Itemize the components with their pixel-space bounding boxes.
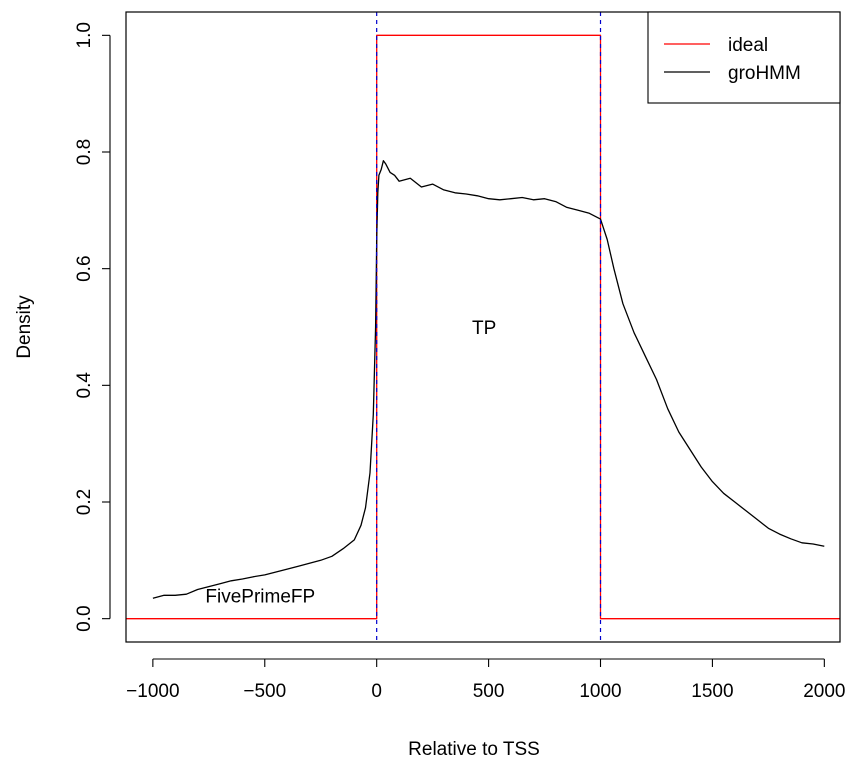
plot-border bbox=[125, 11, 841, 643]
annotation-fiveprimefp: FivePrimeFP bbox=[205, 586, 315, 607]
series-line-grohmm bbox=[152, 160, 825, 599]
annotations-layer: TP FivePrimeFP bbox=[205, 318, 496, 607]
x-tick-label: −500 bbox=[243, 681, 286, 702]
y-axis-title: Density bbox=[14, 295, 35, 359]
y-tick-label: 0.8 bbox=[74, 139, 95, 165]
annotation-tp: TP bbox=[472, 318, 496, 339]
axes-layer: −1000 −500 0 500 1000 1500 2000 0.0 0.2 0.4 0.6 0.8… bbox=[74, 22, 845, 702]
y-tick-label: 0.0 bbox=[74, 605, 95, 631]
legend: ideal groHMM bbox=[647, 11, 841, 104]
y-tick-label: 1.0 bbox=[74, 22, 95, 48]
x-axis-title: Relative to TSS bbox=[408, 739, 540, 759]
x-tick-label: −1000 bbox=[126, 681, 179, 702]
legend-label-grohmm: groHMM bbox=[728, 63, 801, 84]
series-line-ideal bbox=[126, 34, 840, 620]
x-tick-label: 2000 bbox=[803, 681, 845, 702]
legend-box bbox=[647, 11, 841, 104]
y-tick-label: 0.4 bbox=[74, 372, 95, 399]
y-tick-label: 0.2 bbox=[74, 489, 95, 515]
x-tick-label: 1000 bbox=[579, 681, 621, 702]
x-tick-label: 1500 bbox=[691, 681, 733, 702]
x-tick-label: 500 bbox=[473, 681, 505, 702]
series-layer bbox=[126, 12, 840, 642]
x-tick-label: 0 bbox=[371, 681, 382, 702]
y-tick-label: 0.6 bbox=[74, 255, 95, 281]
legend-label-ideal: ideal bbox=[728, 35, 768, 56]
